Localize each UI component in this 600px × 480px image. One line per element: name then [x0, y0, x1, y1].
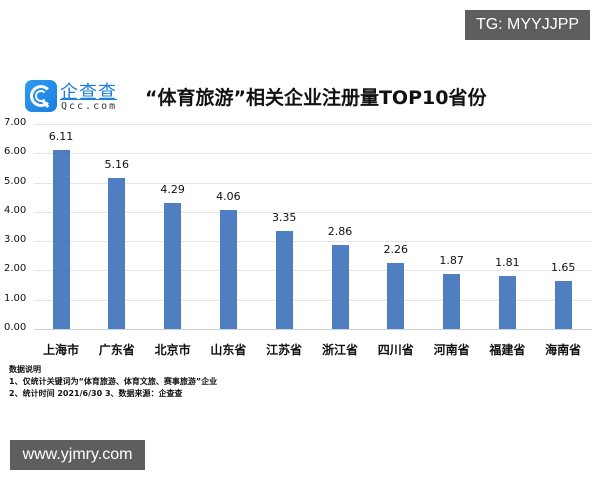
- y-tick-label: 2.00: [4, 263, 27, 275]
- x-category-label: 四川省: [377, 343, 414, 357]
- y-tick-label: 7.00: [4, 117, 27, 128]
- bar-value-label: 6.11: [48, 130, 74, 144]
- notes-line-1: 1、仅统计关键词为“体育旅游、体育文旅、赛事旅游”企业: [9, 377, 218, 386]
- notes-heading: 数据说明: [9, 365, 41, 374]
- x-category-label: 河南省: [433, 343, 470, 357]
- logo-inner-shape: [35, 90, 47, 102]
- bar-value-label: 5.16: [104, 157, 130, 171]
- gridline: [34, 211, 592, 213]
- gridline: [34, 153, 592, 155]
- y-tick-label: 1.00: [4, 292, 27, 304]
- gridline: [34, 124, 592, 125]
- bar-chart: 0.00 1.00 2.00 3.00 4.00 5.00 6.00 7.00 6.11 上海市 5…: [0, 110, 600, 360]
- bar: [387, 262, 405, 329]
- bar-value-label: 4.06: [216, 190, 241, 204]
- bar-value-label: 3.35: [271, 210, 297, 224]
- bar: [498, 275, 516, 329]
- x-axis-line: [34, 329, 592, 330]
- x-category-label: 福建省: [489, 343, 526, 357]
- bar: [164, 203, 182, 329]
- chart-title: “体育旅游”相关企业注册量TOP10省份: [145, 87, 487, 109]
- bar-value-label: 4.29: [160, 183, 185, 197]
- x-category-label: 山东省: [210, 343, 247, 357]
- bar-value-label: 2.26: [383, 242, 409, 256]
- x-category-label: 广东省: [98, 343, 135, 357]
- bar: [52, 150, 70, 329]
- y-tick-label: 3.00: [4, 234, 27, 246]
- bar: [331, 245, 349, 329]
- y-tick-label: 4.00: [4, 204, 27, 216]
- gridline: [34, 299, 592, 301]
- bar-value-label: 1.87: [439, 254, 464, 268]
- brand-name-en: Qcc.com: [61, 101, 118, 112]
- bar-value-label: 2.86: [327, 225, 353, 239]
- bar: [275, 230, 293, 329]
- gridline: [34, 241, 592, 243]
- bar-value-label: 1.81: [495, 255, 520, 269]
- logo-ring-shape: [30, 85, 52, 107]
- watermark-top: TG: MYYJJPP: [465, 10, 590, 40]
- y-tick-label: 0.00: [4, 322, 27, 333]
- qcc-logo-icon: [25, 80, 57, 112]
- x-category-label: 浙江省: [321, 343, 358, 357]
- bar: [554, 280, 572, 329]
- y-tick-label: 5.00: [4, 175, 27, 187]
- gridline: [34, 182, 592, 184]
- brand-name-cn: 企查查: [60, 82, 117, 103]
- x-category-label: 上海市: [42, 343, 79, 357]
- x-category-label: 海南省: [545, 343, 582, 357]
- x-category-label: 北京市: [154, 343, 191, 357]
- data-notes: 数据说明 1、仅统计关键词为“体育旅游、体育文旅、赛事旅游”企业 2、统计时间 …: [9, 364, 217, 400]
- notes-line-2: 2、统计时间 2021/6/30 3、数据来源：企查查: [9, 389, 183, 398]
- bar: [443, 274, 461, 329]
- watermark-bottom: www.yjmry.com: [10, 440, 145, 470]
- bar: [108, 177, 126, 329]
- gridline: [34, 270, 592, 272]
- bar-value-label: 1.65: [550, 260, 576, 274]
- y-tick-label: 6.00: [4, 146, 27, 158]
- x-category-label: 江苏省: [266, 343, 303, 357]
- bar: [219, 210, 237, 329]
